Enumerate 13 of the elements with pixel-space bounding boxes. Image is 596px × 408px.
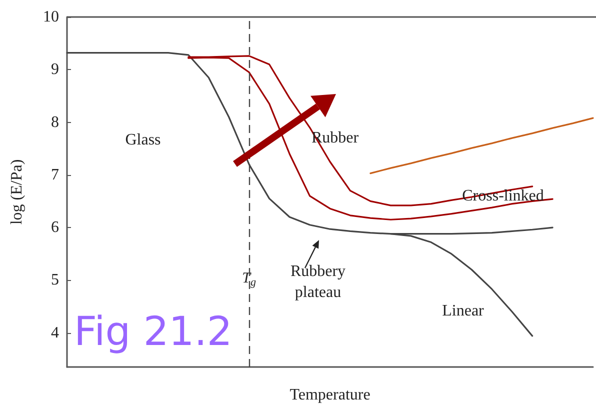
annotation: Glass	[125, 132, 161, 148]
y-tick-label: 6	[51, 219, 59, 236]
annotation: Fig 21.2	[74, 309, 232, 355]
y-tick-label: 8	[51, 114, 59, 131]
y-tick-label: 10	[43, 8, 59, 26]
x-axis-title: Temperature	[290, 386, 370, 404]
y-tick-label: 4	[51, 324, 59, 342]
y-tick-label: 7	[51, 166, 59, 184]
y-tick-label: 5	[51, 272, 59, 289]
y-axis-title: log (E/Pa)	[8, 159, 26, 225]
annotation: Linear	[442, 302, 485, 320]
annotation: Rubbery plateau	[290, 263, 346, 301]
y-tick-label: 9	[51, 61, 59, 78]
